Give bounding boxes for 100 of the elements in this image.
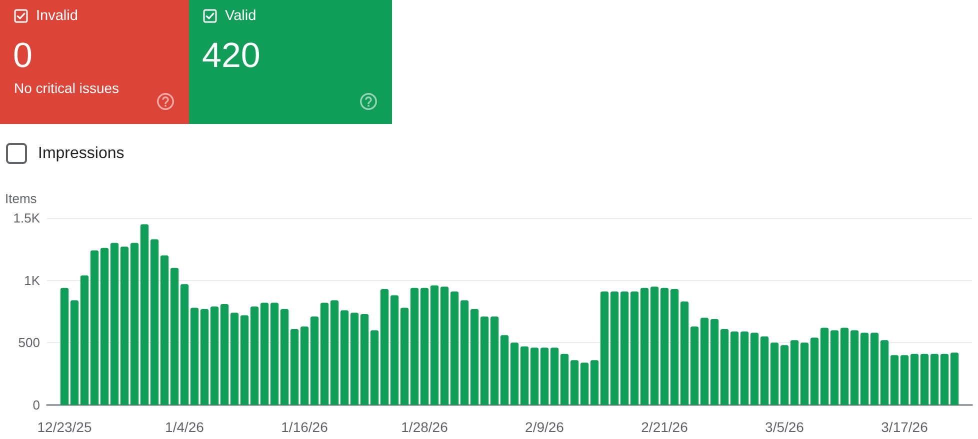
bar	[390, 295, 399, 405]
bar	[480, 316, 489, 405]
bar	[530, 348, 539, 405]
bar	[710, 318, 719, 405]
bar	[570, 360, 579, 405]
bar	[150, 239, 159, 405]
x-tick-label: 1/4/26	[165, 419, 204, 435]
bar	[860, 332, 869, 405]
bar	[770, 342, 779, 405]
bar	[360, 314, 369, 405]
y-tick-label: 0	[32, 398, 40, 412]
bar	[890, 355, 899, 405]
bar	[880, 340, 889, 405]
bar	[110, 242, 119, 405]
bar	[640, 288, 649, 405]
x-tick-label: 2/9/26	[525, 419, 564, 435]
bar	[280, 309, 289, 405]
bar	[220, 304, 229, 405]
bar	[190, 308, 199, 405]
bar	[920, 354, 929, 405]
bar	[910, 354, 919, 405]
bar	[740, 331, 749, 405]
bar	[340, 310, 349, 405]
bar	[700, 318, 709, 405]
x-tick-label: 3/17/26	[881, 419, 928, 435]
text: Impressions	[38, 145, 124, 162]
bar	[830, 330, 839, 405]
bar	[500, 335, 509, 405]
bar	[330, 300, 339, 405]
bar	[680, 302, 689, 405]
bar	[290, 328, 299, 405]
bar	[930, 354, 939, 405]
bar	[670, 289, 679, 405]
bar	[900, 355, 909, 405]
y-tick-label: 1.5K	[13, 210, 40, 226]
bar	[410, 288, 419, 405]
bar	[270, 302, 279, 405]
bar	[250, 306, 259, 405]
text: Invalid	[36, 8, 78, 24]
y-tick-label: 500	[18, 335, 40, 350]
bar	[170, 268, 179, 405]
y-tick-label: 1K	[24, 272, 40, 288]
x-tick-label: 3/5/26	[765, 419, 804, 435]
bar	[760, 336, 769, 405]
bar	[90, 250, 99, 405]
bar	[510, 342, 519, 405]
bar	[850, 330, 859, 405]
bar	[440, 286, 449, 405]
bar	[370, 330, 379, 405]
x-tick-label: 1/28/26	[401, 419, 448, 435]
bar	[260, 302, 269, 405]
bar	[590, 360, 599, 405]
bar	[320, 302, 329, 405]
bar	[620, 292, 629, 405]
x-tick-label: 2/21/26	[641, 419, 688, 435]
bar	[950, 352, 959, 405]
bar	[870, 332, 879, 405]
bar	[810, 338, 819, 405]
bar	[230, 312, 239, 405]
bar	[580, 362, 589, 405]
bar	[610, 292, 619, 405]
bar	[200, 309, 209, 405]
bar	[460, 300, 469, 405]
bar	[400, 308, 409, 405]
bar	[660, 288, 669, 405]
bar	[120, 246, 129, 405]
bar	[210, 306, 219, 405]
data-label: 420	[202, 36, 260, 75]
text: No critical issues	[14, 80, 120, 96]
bar	[690, 326, 699, 405]
bar	[130, 242, 139, 405]
bar	[140, 224, 149, 405]
bar	[540, 348, 549, 405]
bar	[470, 309, 479, 405]
bar	[430, 285, 439, 405]
bar	[310, 316, 319, 405]
bar	[240, 315, 249, 405]
bar	[720, 328, 729, 405]
bar	[780, 345, 789, 405]
x-tick-label: 1/16/26	[281, 419, 328, 435]
bar	[790, 340, 799, 405]
bar	[180, 284, 189, 405]
bar	[940, 354, 949, 405]
bar	[420, 288, 429, 405]
bar	[550, 348, 559, 405]
bar	[100, 248, 109, 405]
bar	[350, 312, 359, 405]
bar	[560, 354, 569, 405]
bar	[750, 332, 759, 405]
y-axis-title: Items	[5, 191, 37, 206]
bar	[80, 275, 89, 405]
bar	[820, 328, 829, 405]
bar	[630, 292, 639, 405]
bar	[600, 292, 609, 405]
bar	[160, 255, 169, 405]
bar	[730, 331, 739, 405]
bar	[840, 328, 849, 405]
bar	[650, 286, 659, 405]
bar	[60, 288, 69, 405]
bar	[800, 342, 809, 405]
